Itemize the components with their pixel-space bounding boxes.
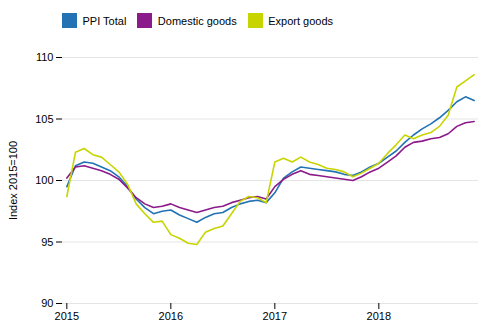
html-text:Domestic goods: Domestic goods — [157, 14, 237, 27]
svg-text:100: 100 — [35, 174, 53, 186]
svg-text:90: 90 — [41, 297, 53, 309]
svg-text:2018: 2018 — [367, 310, 391, 322]
svg-text:105: 105 — [35, 112, 53, 124]
svg-text:2016: 2016 — [159, 310, 183, 322]
html-text:Export goods: Export goods — [268, 14, 333, 27]
svg-text:95: 95 — [41, 235, 53, 247]
svg-text:Index 2015=100: Index 2015=100 — [7, 140, 19, 219]
html-text:PPI Total: PPI Total — [82, 14, 127, 27]
svg-text:2017: 2017 — [263, 310, 287, 322]
svg-text:2015: 2015 — [55, 310, 79, 322]
svg-text:110: 110 — [36, 51, 54, 63]
